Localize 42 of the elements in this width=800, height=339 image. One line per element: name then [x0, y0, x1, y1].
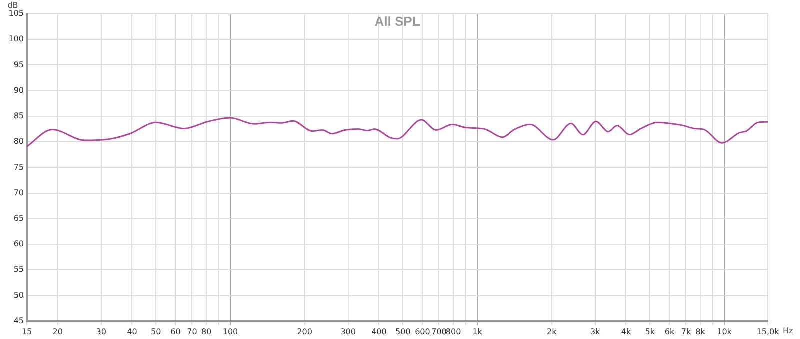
y-tick-label: 60 [14, 240, 24, 249]
x-tick-label: 800 [446, 327, 462, 336]
x-tick-label: 400 [372, 327, 387, 336]
x-tick-label: 80 [201, 327, 212, 336]
chart-title: All SPL [374, 14, 420, 30]
x-tick-label: 7k [681, 327, 692, 336]
y-tick-label: 65 [14, 214, 24, 224]
x-tick-label: 30 [96, 327, 106, 336]
x-tick-label: 100 [222, 327, 238, 336]
y-tick-label: 85 [14, 112, 24, 121]
x-tick-label: 8k [696, 327, 706, 336]
x-tick-label: 4k [621, 327, 632, 336]
y-tick-label: 45 [14, 316, 24, 326]
x-tick-label: 50 [151, 327, 162, 336]
y-tick-label: 80 [14, 137, 24, 146]
y-tick-label: 70 [14, 188, 24, 198]
x-tick-label: 40 [127, 327, 138, 336]
x-tick-label: 2k [546, 327, 558, 336]
x-tick-label: 500 [396, 327, 411, 336]
x-axis-title: Hz [783, 326, 794, 336]
x-tick-label: 300 [340, 327, 356, 336]
x-tick-label: 200 [297, 327, 312, 336]
y-tick-label: 75 [14, 162, 24, 172]
x-tick-label: 6k [664, 327, 675, 336]
y-tick-label: 90 [14, 86, 24, 95]
x-tick-label: 700 [432, 327, 447, 336]
x-tick-label: 15 [22, 327, 32, 336]
y-tick-label: 55 [14, 265, 24, 274]
x-tick-label: 3k [590, 327, 601, 336]
x-tick-label: 600 [415, 327, 430, 336]
y-tick-label: 50 [14, 290, 24, 300]
y-tick-label: 95 [14, 60, 24, 70]
x-tick-label: 10k [717, 327, 732, 336]
x-tick-label: 5k [645, 327, 656, 336]
y-tick-label: 100 [8, 34, 24, 44]
x-tick-label: 1k [472, 327, 483, 336]
x-tick-label: 20 [52, 327, 63, 336]
y-axis-title: dB [8, 1, 18, 10]
x-tick-label: 70 [187, 327, 198, 336]
x-tick-label: 15,0k [756, 327, 780, 336]
x-tick-label: 60 [170, 327, 181, 336]
y-tick-label: 105 [8, 9, 24, 18]
